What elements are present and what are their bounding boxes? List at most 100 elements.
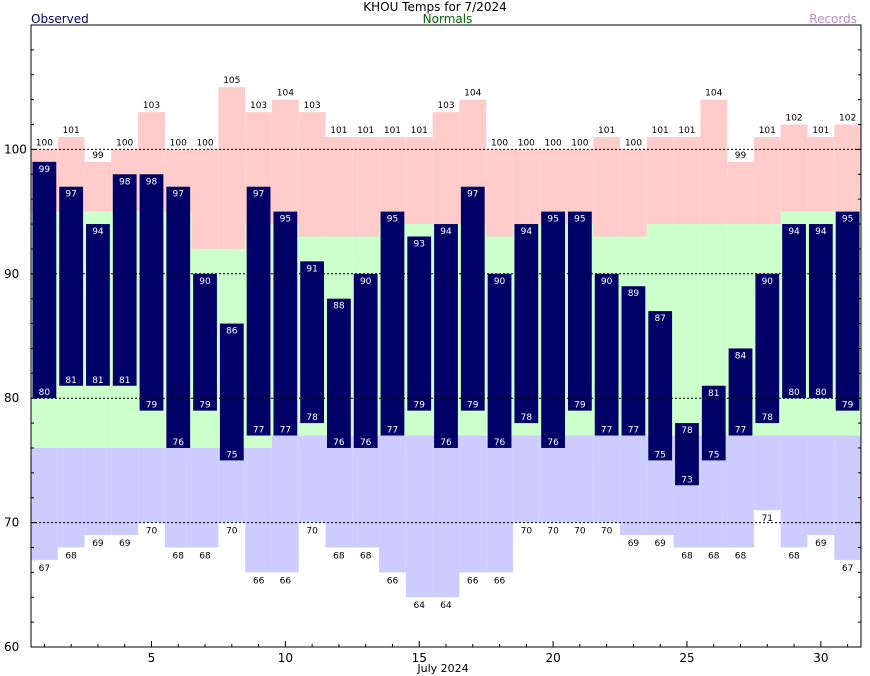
record-low-label: 68 [333, 551, 345, 561]
record-low-band [245, 447, 272, 573]
observed-bar [541, 211, 565, 448]
record-low-label: 70 [226, 527, 238, 537]
record-high-band [807, 136, 835, 212]
record-high-label: 103 [437, 101, 454, 111]
record-low-band [271, 435, 299, 573]
record-high-label: 101 [598, 126, 615, 136]
observed-low-label: 77 [735, 426, 746, 436]
observed-low-label: 75 [226, 450, 237, 460]
record-high-band [486, 149, 513, 237]
record-low-label: 70 [601, 527, 613, 537]
legend-observed: Observed [31, 12, 89, 26]
record-high-band [566, 149, 594, 225]
record-high-band [780, 124, 808, 212]
observed-bar [675, 423, 699, 486]
record-low-label: 68 [708, 551, 720, 561]
record-low-band [298, 435, 326, 523]
observed-bar [808, 224, 833, 399]
record-low-label: 70 [146, 527, 158, 537]
observed-bar [112, 174, 137, 386]
observed-bar [621, 286, 646, 436]
observed-low-label: 79 [146, 401, 158, 411]
record-low-band [432, 435, 460, 598]
record-high-band [593, 136, 621, 237]
observed-low-label: 81 [119, 376, 130, 386]
observed-low-label: 79 [467, 401, 479, 411]
normal-band [673, 224, 701, 436]
record-high-label: 99 [735, 151, 747, 161]
y-tick-label: 60 [4, 640, 19, 654]
record-high-label: 100 [518, 138, 535, 148]
observed-high-label: 98 [146, 177, 158, 187]
record-low-label: 64 [440, 601, 452, 611]
record-low-label: 66 [253, 576, 265, 586]
observed-low-label: 79 [413, 401, 425, 411]
observed-bar [407, 236, 432, 411]
observed-low-label: 80 [815, 388, 827, 398]
observed-low-label: 76 [547, 438, 559, 448]
x-tick-label: 25 [679, 651, 694, 665]
observed-low-label: 76 [494, 438, 506, 448]
record-low-band [57, 447, 85, 548]
observed-bar [567, 211, 592, 411]
record-low-band [31, 447, 58, 560]
record-low-label: 68 [735, 551, 747, 561]
observed-bar [246, 186, 271, 436]
record-high-band [352, 136, 380, 237]
record-high-label: 102 [839, 114, 856, 124]
record-low-band [379, 435, 406, 573]
y-tick-label: 90 [4, 267, 19, 281]
record-high-band [646, 136, 674, 225]
observed-high-label: 97 [65, 190, 76, 200]
record-high-label: 101 [411, 126, 428, 136]
observed-bar [59, 186, 84, 386]
record-low-label: 71 [762, 514, 773, 524]
x-tick-label: 20 [545, 651, 560, 665]
observed-bar [219, 323, 244, 461]
observed-high-label: 97 [467, 190, 478, 200]
observed-low-label: 80 [39, 388, 51, 398]
x-tick-label: 10 [278, 651, 293, 665]
observed-bar [755, 273, 780, 424]
observed-low-label: 80 [788, 388, 800, 398]
observed-bar [327, 298, 351, 448]
observed-high-label: 94 [440, 227, 452, 237]
observed-bar [728, 348, 753, 436]
observed-high-label: 94 [815, 227, 827, 237]
observed-high-label: 90 [762, 277, 774, 287]
record-low-label: 68 [681, 551, 693, 561]
record-high-label: 103 [250, 101, 267, 111]
observed-high-label: 78 [681, 426, 693, 436]
record-high-label: 101 [812, 126, 829, 136]
observed-bar [86, 224, 110, 386]
observed-bar [782, 224, 806, 399]
record-low-label: 66 [387, 576, 399, 586]
observed-bar [139, 174, 164, 411]
record-high-band [191, 149, 219, 249]
record-low-band [512, 435, 540, 523]
observed-high-label: 81 [708, 389, 719, 399]
observed-low-label: 81 [92, 376, 103, 386]
observed-high-label: 97 [173, 190, 184, 200]
record-low-band [566, 435, 594, 523]
observed-bar [353, 273, 378, 448]
observed-high-label: 94 [521, 227, 533, 237]
observed-low-label: 78 [521, 413, 533, 423]
observed-bar [32, 161, 57, 399]
observed-low-label: 79 [842, 401, 854, 411]
record-low-band [111, 447, 139, 536]
record-low-band [325, 435, 353, 548]
record-low-band [753, 435, 781, 511]
record-high-band [271, 99, 299, 225]
record-low-label: 68 [65, 551, 77, 561]
record-low-band [834, 435, 861, 560]
record-low-label: 69 [815, 539, 827, 549]
observed-high-label: 95 [842, 215, 853, 225]
observed-low-label: 76 [440, 438, 452, 448]
record-high-label: 100 [36, 138, 53, 148]
record-high-band [620, 149, 647, 237]
record-high-label: 101 [330, 126, 347, 136]
observed-low-label: 76 [173, 438, 185, 448]
record-high-band [539, 149, 567, 225]
